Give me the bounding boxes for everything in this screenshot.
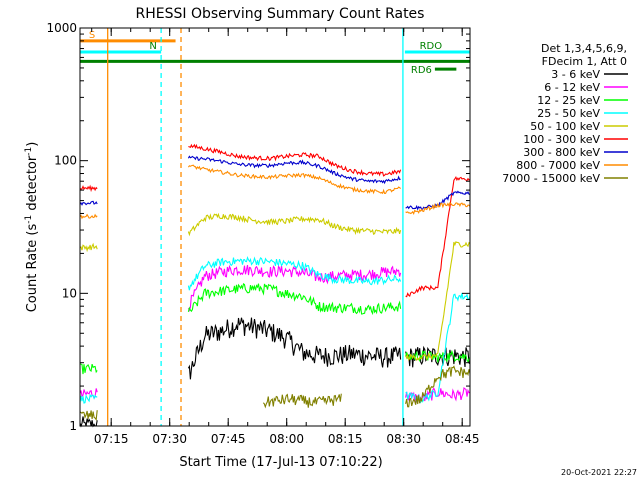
legend: Det 1,3,4,5,6,9, FDecim 1, Att 0 3 - 6 k…: [502, 42, 628, 185]
series-12-25kev: [79, 282, 471, 375]
legend-label: 100 - 300 keV: [523, 133, 600, 146]
flag-label-rdo: RDO: [420, 41, 443, 52]
series-segment: [405, 175, 471, 298]
legend-label: 50 - 100 keV: [530, 120, 600, 133]
flag-label-n: N: [149, 41, 156, 52]
series-segment: [187, 155, 401, 185]
series-segment: [187, 282, 402, 316]
series-segment: [187, 255, 402, 291]
series-segment: [79, 393, 98, 404]
y-axis-label: Count Rate (s-1 detector-1): [24, 142, 40, 313]
series-segment: [187, 212, 402, 237]
y-tick-label: 10: [62, 286, 77, 300]
series-segment: [262, 393, 342, 409]
series-segment: [79, 213, 98, 220]
flag-label-s: S: [89, 30, 95, 41]
plot-area: S N RDO RD6: [79, 27, 471, 428]
chart-title: RHESSI Observing Summary Count Rates: [136, 6, 425, 22]
series-7000-15000kev: [79, 365, 471, 421]
legend-label: 12 - 25 keV: [537, 94, 600, 107]
series-segment: [79, 184, 98, 193]
series-segment: [79, 410, 98, 421]
series-segment: [405, 349, 471, 363]
series-segment: [405, 345, 471, 368]
series-segment: [187, 164, 401, 195]
series-3-6kev: [79, 317, 471, 428]
series-segment: [405, 202, 471, 215]
x-axis-label: Start Time (17-Jul-13 07:10:22): [179, 455, 382, 470]
series-50-100kev: [79, 212, 471, 362]
series-segment: [187, 317, 402, 380]
legend-header-line-2: FDecim 1, Att 0: [542, 55, 627, 68]
timestamp: 20-Oct-2021 22:27: [561, 468, 637, 477]
series-segment: [188, 143, 402, 177]
x-tick-label: 07:45: [211, 432, 246, 446]
series-segment: [79, 242, 98, 253]
series-segment: [79, 416, 98, 428]
legend-label: 6 - 12 keV: [544, 81, 600, 94]
series-segment: [405, 241, 471, 362]
y-tick-label: 1000: [46, 21, 77, 35]
x-tick-label: 08:45: [445, 432, 480, 446]
y-tick-label: 100: [54, 154, 77, 168]
series-segment: [79, 200, 98, 206]
series-800-7000kev: [79, 164, 471, 220]
series-segment: [405, 365, 471, 408]
series-segment: [79, 363, 98, 375]
flag-label-rd6: RD6: [411, 65, 432, 76]
plot-frame: [79, 27, 471, 427]
series-segment: [187, 264, 402, 312]
x-tick-label: 07:30: [152, 432, 187, 446]
legend-label: 25 - 50 keV: [537, 107, 600, 120]
x-tick-label: 08:15: [328, 432, 363, 446]
legend-label: 7000 - 15000 keV: [502, 172, 600, 185]
legend-label: 800 - 7000 keV: [516, 159, 600, 172]
y-tick-label: 1: [69, 419, 77, 433]
x-tick-label: 07:15: [94, 432, 129, 446]
legend-label: 300 - 800 keV: [523, 146, 600, 159]
legend-label: 3 - 6 keV: [551, 68, 600, 81]
series-100-300kev: [79, 143, 471, 298]
x-tick-label: 08:30: [386, 432, 421, 446]
x-tick-label: 08:00: [269, 432, 304, 446]
legend-header-line-1: Det 1,3,4,5,6,9,: [541, 42, 627, 55]
